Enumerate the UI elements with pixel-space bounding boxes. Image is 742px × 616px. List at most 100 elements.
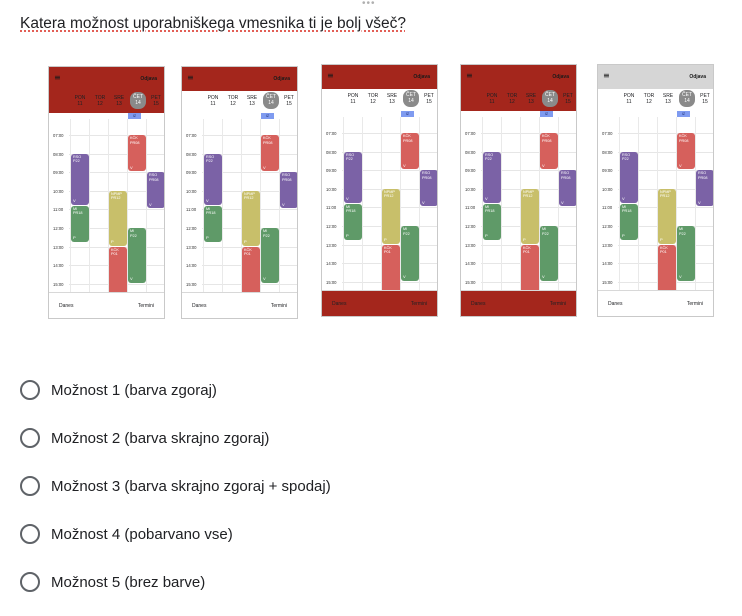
mockup-event-title: NPMP [660, 189, 671, 194]
mockup-event-type: V [346, 196, 349, 202]
option-label: Možnost 4 (pobarvano vse) [51, 525, 233, 543]
mockup-day-number: 15 [565, 99, 571, 105]
mockup-day-name: PON [623, 93, 635, 99]
mockup-event-title: NPMP [111, 191, 122, 196]
mockup-event-room: P22 [403, 231, 410, 236]
mockup-event-npmp-pr12: NPMP PR12 P [521, 188, 539, 244]
mockup-day-number: 14 [547, 98, 553, 104]
mockup-column-line [222, 119, 223, 292]
mockup-time-label: 13:00 [186, 244, 197, 250]
mockup-iz-chip: IZ [677, 111, 690, 117]
mockup-time-label: 15:00 [326, 279, 337, 285]
mockup-footer: Danes Termini [461, 290, 576, 316]
mockup-event-type: P [206, 235, 209, 241]
mockup-column-line [362, 117, 363, 290]
mockup-day-1: PON 11 [346, 93, 360, 105]
mockup-event-type: V [679, 274, 682, 280]
mockup-calendar-grid: 07:00 08:00 09:00 10:00 11:00 12:00 13:00 14:00… [461, 117, 576, 300]
mockup-time-label: 07:00 [53, 133, 64, 138]
drag-handle-icon[interactable]: ••• [362, 0, 376, 9]
mockup-day-name: ČET [682, 92, 692, 98]
mockup-time-label: 08:00 [53, 151, 64, 157]
mockup-column-line [558, 117, 559, 290]
mockup-event-title: MI [485, 204, 490, 209]
mockup-time-label: 07:00 [186, 133, 197, 138]
mockup-day-4: ČET 14 [403, 90, 419, 107]
mockup-footer-today: Danes [471, 301, 486, 307]
mockup-column-line [241, 119, 242, 292]
mockup-event-type: P [485, 233, 488, 239]
mockup-event-type: P [346, 233, 349, 239]
option-5[interactable]: Možnost 5 (brez barve) [20, 571, 205, 593]
mockup-column-line [400, 117, 401, 290]
mockup-logout-label: Odjava [140, 76, 157, 82]
mockup-footer-terms: Termini [270, 303, 287, 309]
mockup-day-name: ČET [133, 94, 143, 100]
hamburger-icon: ≡ [466, 71, 473, 80]
mockup-event-room: PR08 [130, 140, 140, 145]
question-title: Katera možnost uporabniškega vmesnika ti… [20, 15, 406, 32]
mockup-event-title: KČK [111, 247, 119, 252]
mockup-event-type: V [403, 162, 406, 168]
mockup-time-label: 15:00 [53, 281, 64, 287]
mockup-time-label: 14:00 [465, 261, 476, 267]
mockup-event-room: PR18 [622, 209, 632, 214]
mockup-time-label: 13:00 [326, 242, 337, 248]
mockup-event-room: PR08 [403, 138, 413, 143]
mockup-event-room: PR18 [206, 211, 216, 216]
mockup-day-2: TOR 12 [642, 93, 656, 105]
mockup-column-line [343, 117, 344, 290]
option-3[interactable]: Možnost 3 (barva skrajno zgoraj + spodaj… [20, 475, 331, 497]
mockup-event-room: PR18 [485, 209, 495, 214]
radio-circle-icon[interactable] [20, 428, 40, 448]
mockup-hour-line [342, 170, 437, 172]
mockup-day-1: PON 11 [73, 95, 87, 107]
mockup-event-room: P22 [130, 233, 137, 238]
mockup-event-room: P22 [346, 157, 353, 162]
option-2[interactable]: Možnost 2 (barva skrajno zgoraj) [20, 427, 269, 449]
mockup-time-label: 09:00 [602, 168, 613, 174]
mockup-column-line [279, 119, 280, 292]
mockup-top-bar: ≡ Odjava [49, 67, 164, 91]
mockup-event-rso-pr08: RSO PR08 V [280, 172, 297, 209]
radio-circle-icon[interactable] [20, 572, 40, 592]
mockup-event-title: KČK [244, 247, 252, 252]
mockup-hour-line [69, 135, 164, 136]
mockup-allday-strip: IZ [598, 111, 713, 117]
mockup-event-title: MI [403, 227, 408, 231]
mockup-event-room: P22 [542, 231, 549, 236]
option-label: Možnost 5 (brez barve) [51, 573, 206, 591]
mockup-day-number: 14 [135, 100, 141, 106]
mockup-event-type: V [422, 199, 425, 205]
radio-circle-icon[interactable] [20, 380, 40, 400]
mockup-day-name: TOR [94, 95, 106, 101]
mockup-event-rso-p22: RSO P22 V [620, 151, 638, 203]
mockup-time-label: 14:00 [326, 261, 337, 267]
mockup-event-title: KČK [263, 136, 271, 140]
mockup-time-label: 07:00 [326, 131, 337, 136]
mockup-time-label: 12:00 [326, 224, 337, 229]
option-4[interactable]: Možnost 4 (pobarvano vse) [20, 523, 233, 545]
mockup-time-label: 09:00 [326, 168, 337, 174]
mockup-footer: Danes Termini [49, 292, 164, 318]
mockup-column-line [146, 119, 147, 292]
mockup-allday-strip: IZ [461, 111, 576, 117]
mockup-day-number: 13 [528, 99, 534, 105]
mockup-event-title: KČK [660, 245, 668, 250]
mockup-time-label: 15:00 [602, 279, 613, 285]
radio-circle-icon[interactable] [20, 476, 40, 496]
option-1[interactable]: Možnost 1 (barva zgoraj) [20, 379, 217, 401]
mockup-day-3: SRE 13 [661, 93, 675, 105]
mockup-event-rso-p22: RSO P22 V [204, 153, 222, 205]
mockup-time-label: 11:00 [53, 207, 64, 213]
radio-circle-icon[interactable] [20, 524, 40, 544]
mockup-hour-line [481, 133, 576, 134]
mockup-time-label: 15:00 [186, 281, 197, 287]
mockup-day-4: ČET 14 [679, 90, 695, 107]
mockup-day-4: ČET 14 [542, 90, 558, 107]
mockup-event-title: NPMP [384, 189, 395, 194]
mockup-hour-line [618, 170, 713, 172]
mockup-time-label: 08:00 [602, 149, 613, 155]
mockup-day-number: 11 [489, 99, 495, 105]
mockup-event-mi-pr18: MI PR18 P [620, 203, 638, 240]
